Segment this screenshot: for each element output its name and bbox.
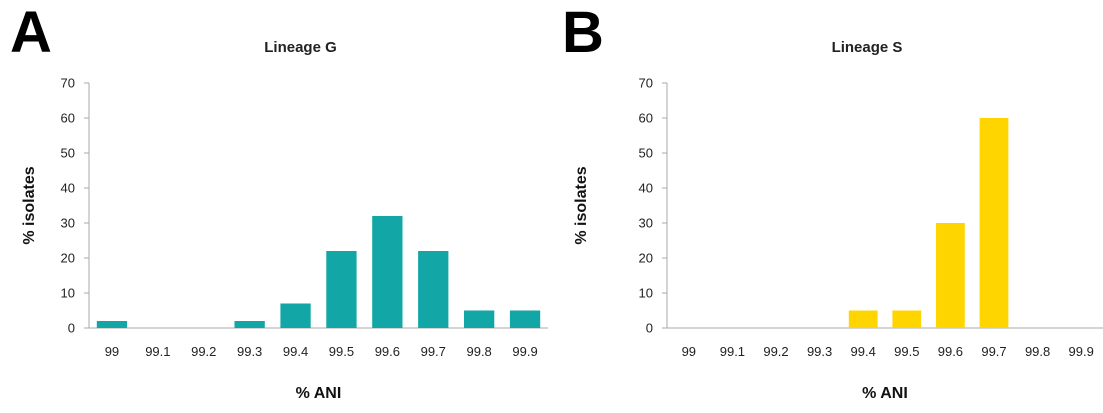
bar	[892, 310, 922, 328]
x-tick-label: 99.2	[191, 344, 216, 359]
x-tick-label: 99.4	[851, 344, 876, 359]
x-axis-title: % ANI	[296, 385, 342, 402]
x-tick-label: 99.4	[283, 344, 308, 359]
x-tick-label: 99.8	[1025, 344, 1050, 359]
y-tick-label: 50	[639, 146, 653, 161]
bar	[936, 223, 965, 328]
bar	[509, 310, 541, 328]
bar-chart-lineage-s: Lineage S 0 10 20 30 40 50 60 70 99 99.1 99.2 99.3 99…	[573, 39, 1103, 402]
bar	[326, 251, 357, 328]
y-tick-label: 40	[61, 181, 75, 196]
y-tick-label: 40	[639, 181, 653, 196]
bar	[464, 310, 495, 328]
y-tick-label: 30	[639, 216, 653, 231]
x-tick-label: 99.3	[237, 344, 262, 359]
bar	[848, 310, 878, 328]
x-tick-label: 99.2	[763, 344, 788, 359]
y-tick-label: 60	[639, 111, 653, 126]
y-tick-label: 50	[61, 146, 75, 161]
x-tick-label: 99.5	[894, 344, 919, 359]
x-tick-label: 99.9	[512, 344, 537, 359]
x-tick-label: 99.6	[375, 344, 400, 359]
y-tick-label: 70	[61, 76, 75, 91]
chart-panel-b: B Lineage S 0 10 20 30 40 50 60 70 99 99.1 99.2 99.3…	[552, 0, 1103, 413]
x-tick-label: 99.1	[145, 344, 170, 359]
x-tick-label: 99.6	[938, 344, 963, 359]
chart-panel-a: A Lineage G 0 10 20 30 40 50 60 70 99 99.1 99.2 99.3…	[10, 0, 548, 402]
y-tick-label: 70	[639, 76, 653, 91]
bar	[372, 216, 403, 328]
y-tick-label: 30	[61, 216, 75, 231]
y-tick-label: 20	[639, 251, 653, 266]
x-tick-label: 99.3	[807, 344, 832, 359]
y-tick-label: 60	[61, 111, 75, 126]
bar	[418, 251, 449, 328]
y-tick-label: 10	[639, 286, 653, 301]
x-tick-label: 99	[682, 344, 696, 359]
x-tick-label: 99.8	[466, 344, 491, 359]
x-tick-label: 99.9	[1069, 344, 1094, 359]
chart-title: Lineage S	[832, 39, 903, 56]
bar-chart-lineage-g: Lineage G 0 10 20 30 40 50 60 70 99 99.1 99.2 99.3 99…	[21, 39, 548, 402]
y-tick-label: 0	[646, 321, 653, 336]
panel-letter: B	[562, 0, 604, 65]
bar	[280, 303, 311, 328]
x-axis-title: % ANI	[862, 385, 908, 402]
y-tick-label: 20	[61, 251, 75, 266]
x-tick-label: 99.7	[421, 344, 446, 359]
y-tick-label: 0	[68, 321, 75, 336]
chart-title: Lineage G	[264, 39, 337, 56]
y-axis-title: % isolates	[21, 166, 38, 244]
bar	[234, 321, 265, 328]
x-tick-label: 99	[105, 344, 119, 359]
y-axis-title: % isolates	[573, 166, 590, 244]
x-tick-label: 99.7	[981, 344, 1006, 359]
panel-letter: A	[10, 0, 52, 65]
bar	[96, 321, 128, 328]
x-tick-label: 99.1	[720, 344, 745, 359]
x-tick-label: 99.5	[329, 344, 354, 359]
bar	[979, 118, 1009, 328]
y-tick-label: 10	[61, 286, 75, 301]
